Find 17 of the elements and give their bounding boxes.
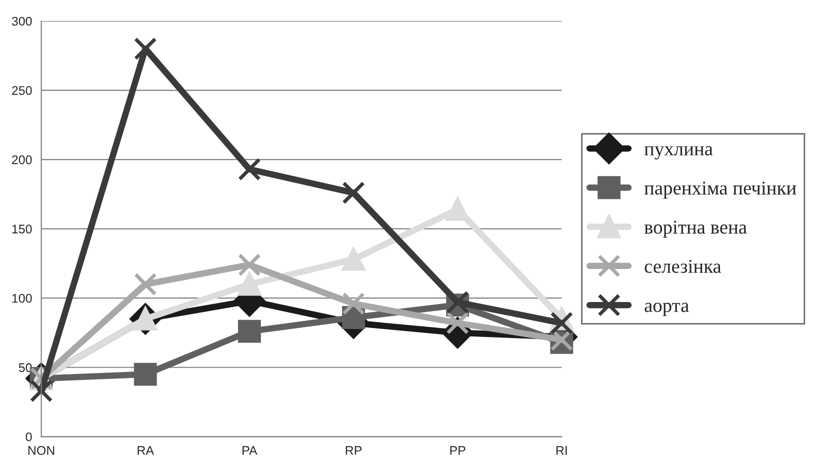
legend-label: аорта	[644, 302, 689, 316]
x-tick-label: NON	[28, 446, 54, 455]
y-tick-label: 200	[12, 155, 32, 164]
y-tick-label: 300	[12, 16, 32, 26]
x-tick-label: PA	[242, 446, 258, 455]
y-tick-label: 0	[26, 432, 32, 442]
legend-label: ворітна вена	[644, 220, 747, 238]
y-tick-label: 150	[12, 224, 32, 234]
y-tick-label: 100	[12, 294, 32, 303]
x-tick-label: RI	[556, 446, 567, 455]
y-tick-label: 250	[12, 86, 32, 95]
x-tick-label: RA	[138, 446, 154, 455]
x-tick-label: RP	[346, 446, 362, 455]
x-tick-label: PP	[450, 446, 466, 455]
legend-label: паренхіма печінки	[644, 182, 796, 199]
legend-label: пухлина	[644, 146, 713, 160]
legend-label: селезінка	[644, 260, 722, 273]
